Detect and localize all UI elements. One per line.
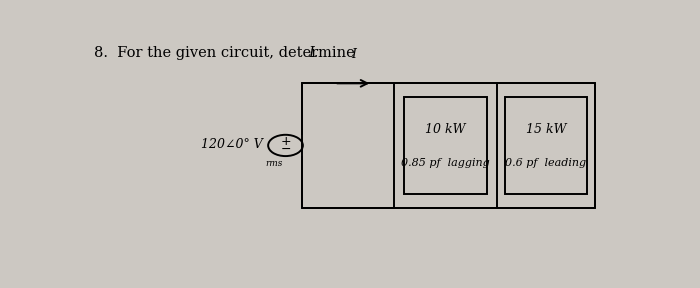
Text: I.: I.	[308, 46, 318, 60]
Bar	[302, 83, 595, 208]
Bar	[505, 97, 587, 194]
Bar	[404, 97, 487, 194]
Text: 15 kW: 15 kW	[526, 124, 566, 137]
Text: rms: rms	[265, 159, 283, 168]
Text: 10 kW: 10 kW	[426, 124, 466, 137]
Text: I: I	[351, 48, 356, 61]
Text: +: +	[280, 135, 290, 148]
Text: 120∠0° V: 120∠0° V	[201, 138, 262, 151]
Text: 0.6 pf  leading: 0.6 pf leading	[505, 158, 587, 168]
Text: −: −	[280, 143, 290, 156]
Text: 0.85 pf  lagging: 0.85 pf lagging	[401, 158, 490, 168]
Text: 8.  For the given circuit, determine: 8. For the given circuit, determine	[94, 46, 359, 60]
